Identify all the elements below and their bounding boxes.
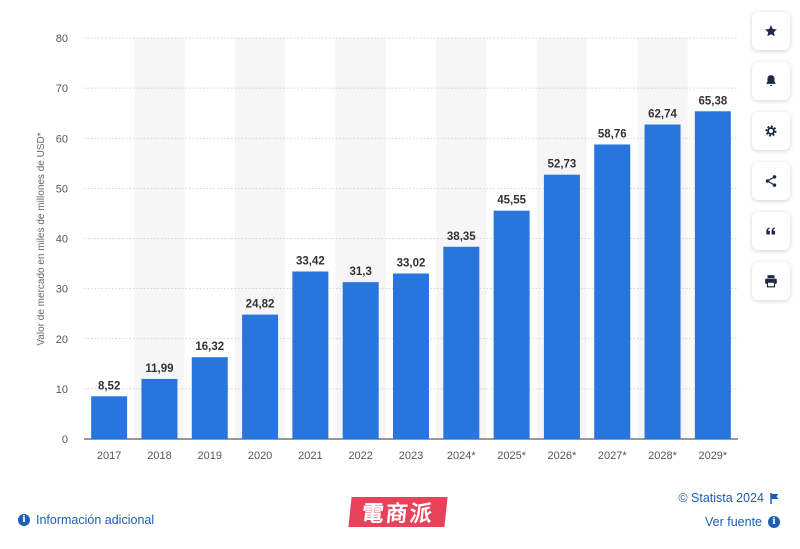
y-tick-label: 10 [56, 384, 68, 396]
x-tick-label: 2027* [598, 450, 627, 462]
bar[interactable] [443, 246, 480, 439]
x-tick-label: 2023 [399, 450, 423, 462]
x-tick-label: 2026* [548, 450, 577, 462]
x-tick-label: 2021 [298, 450, 322, 462]
copyright-label: © Statista 2024 [678, 491, 764, 505]
y-tick-label: 40 [56, 234, 68, 246]
bar[interactable] [694, 111, 731, 440]
data-label: 65,38 [698, 95, 727, 107]
share-button[interactable] [752, 162, 790, 200]
bar[interactable] [141, 378, 178, 439]
band [134, 38, 185, 439]
x-tick-label: 2017 [97, 450, 121, 462]
settings-button[interactable] [752, 112, 790, 150]
bar[interactable] [644, 124, 681, 439]
bars [91, 111, 731, 440]
x-tick-label: 2028* [648, 450, 677, 462]
x-tick-label: 2022 [348, 450, 372, 462]
info-icon: i [18, 514, 30, 526]
x-tick-label: 2020 [248, 450, 272, 462]
bar[interactable] [543, 174, 580, 440]
bar[interactable] [342, 282, 379, 439]
x-tick-label: 2024* [447, 450, 476, 462]
data-label: 62,74 [648, 109, 677, 121]
copyright[interactable]: © Statista 2024 [678, 491, 780, 505]
y-tick-label: 30 [56, 284, 68, 296]
data-label: 38,35 [447, 231, 476, 243]
data-label: 45,55 [497, 195, 526, 207]
gear-icon [765, 125, 777, 137]
bar[interactable] [242, 314, 279, 439]
additional-info-link[interactable]: i Información adicional [18, 513, 154, 527]
y-tick-label: 20 [56, 334, 68, 346]
x-tick-label: 2025* [497, 450, 526, 462]
watermark-logo: 電商派 [348, 497, 448, 527]
share-icon [765, 175, 777, 187]
data-label: 52,73 [548, 159, 577, 171]
cite-button[interactable] [752, 212, 790, 250]
data-label: 11,99 [145, 363, 173, 375]
info-icon: i [768, 516, 780, 528]
star-icon [765, 25, 777, 37]
bar[interactable] [493, 210, 530, 439]
x-tick-label: 2019 [198, 450, 222, 462]
bell-icon [766, 75, 776, 87]
source-label: Ver fuente [705, 515, 762, 529]
y-tick-label: 50 [56, 183, 68, 195]
data-label: 58,76 [598, 128, 627, 140]
y-ticks: 0 10 20 30 40 50 60 70 80 [56, 33, 68, 446]
data-label: 16,32 [195, 341, 224, 353]
bar[interactable] [594, 144, 631, 439]
flag-icon [770, 492, 779, 504]
quote-icon [766, 227, 776, 235]
data-label: 33,02 [397, 257, 426, 269]
data-labels: 8,52 11,99 16,32 24,82 33,42 31,3 33,02 38,35 45… [98, 95, 728, 392]
favorite-button[interactable] [752, 12, 790, 50]
additional-info-label: Información adicional [36, 513, 155, 527]
print-button[interactable] [752, 262, 790, 300]
data-label: 33,42 [296, 255, 325, 267]
sidebar-toolbar [752, 12, 792, 312]
y-tick-label: 60 [56, 133, 68, 145]
y-axis-label: Valor de mercado en miles de millones de… [36, 132, 47, 345]
data-label: 24,82 [246, 299, 275, 311]
y-tick-label: 80 [56, 33, 68, 45]
source-link[interactable]: Ver fuente i [705, 515, 780, 529]
notification-button[interactable] [752, 62, 790, 100]
y-tick-label: 70 [56, 83, 68, 95]
bar[interactable] [191, 357, 228, 439]
data-label: 8,52 [98, 380, 120, 392]
y-tick-label: 0 [62, 434, 68, 446]
bar[interactable] [393, 273, 429, 439]
bar[interactable] [91, 396, 128, 439]
bar[interactable] [292, 271, 329, 439]
printer-icon [765, 275, 777, 288]
data-label: 31,3 [349, 266, 371, 278]
x-tick-label: 2029* [698, 450, 727, 462]
x-ticks: 2017 2018 2019 2020 2021 2022 2023 2024* 2025* 20… [97, 450, 728, 462]
x-tick-label: 2018 [147, 450, 171, 462]
